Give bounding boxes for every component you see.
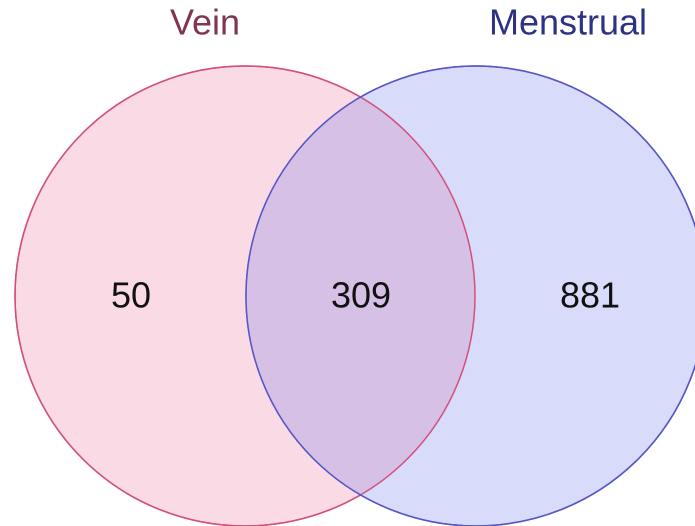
set-label: Menstrual — [489, 2, 647, 43]
menstrual-outline — [245, 65, 695, 526]
set-label: Vein — [170, 2, 240, 43]
overlap-region — [246, 66, 475, 526]
region-count: 309 — [331, 275, 391, 316]
region-count: 881 — [560, 275, 620, 316]
region-count: 50 — [111, 275, 151, 316]
vein-outline — [14, 65, 476, 526]
